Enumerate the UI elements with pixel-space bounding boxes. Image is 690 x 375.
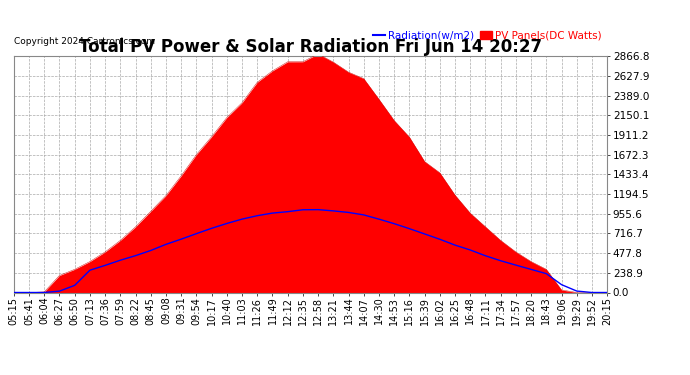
Title: Total PV Power & Solar Radiation Fri Jun 14 20:27: Total PV Power & Solar Radiation Fri Jun… xyxy=(79,38,542,56)
Text: Copyright 2024 Cartronics.com: Copyright 2024 Cartronics.com xyxy=(14,38,155,46)
Legend: Radiation(w/m2), PV Panels(DC Watts): Radiation(w/m2), PV Panels(DC Watts) xyxy=(373,31,602,41)
